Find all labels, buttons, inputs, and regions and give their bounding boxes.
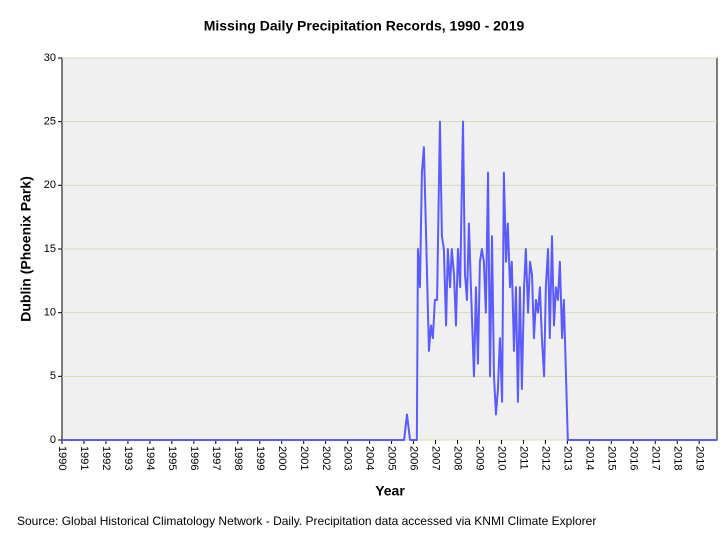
x-tick-label: 2003 (342, 446, 354, 470)
x-tick-label: 1996 (188, 446, 200, 470)
y-tick-label: 25 (44, 116, 56, 128)
x-tick-label: 1993 (122, 446, 134, 470)
x-tick-label: 1998 (232, 446, 244, 470)
x-tick-label: 2012 (539, 446, 551, 470)
x-axis-label: Year (375, 483, 405, 499)
data-line (62, 120, 717, 441)
y-tick-label: 15 (44, 243, 56, 255)
x-tick-label: 2002 (320, 446, 332, 470)
x-tick-label: 2000 (276, 446, 288, 470)
x-tick-label: 1999 (254, 446, 266, 470)
source-note: Source: Global Historical Climatology Ne… (17, 514, 596, 528)
x-tick-label: 2017 (649, 446, 661, 470)
y-axis-label: Dublin (Phoenix Park) (18, 176, 34, 321)
x-tick-label: 1992 (100, 446, 112, 470)
x-tick-label: 2009 (474, 446, 486, 470)
x-tick-label: 2013 (561, 446, 573, 470)
chart-title: Missing Daily Precipitation Records, 199… (204, 18, 525, 34)
x-tick-label: 1997 (210, 446, 222, 470)
x-tick-label: 2010 (496, 446, 508, 470)
x-tick-label: 2015 (605, 446, 617, 470)
x-tick-label: 1991 (78, 446, 90, 470)
x-tick-label: 1990 (56, 446, 68, 470)
y-tick-label: 10 (44, 307, 56, 319)
x-tick-label: 2005 (386, 446, 398, 470)
x-tick-label: 2008 (452, 446, 464, 470)
x-tick-label: 2018 (671, 446, 683, 470)
x-tick-label: 2001 (298, 446, 310, 470)
x-tick-label: 2019 (693, 446, 705, 470)
x-tick-label: 2011 (518, 446, 530, 470)
y-tick-label: 30 (44, 52, 56, 64)
y-tick-label: 20 (44, 179, 56, 191)
y-tick-label: 5 (50, 370, 56, 382)
x-tick-label: 2016 (627, 446, 639, 470)
x-tick-label: 2004 (364, 446, 376, 470)
x-tick-label: 2007 (430, 446, 442, 470)
x-tick-label: 1995 (166, 446, 178, 470)
x-tick-label: 1994 (144, 446, 156, 470)
x-tick-label: 2006 (408, 446, 420, 470)
x-tick-label: 2014 (583, 446, 595, 470)
y-tick-label: 0 (50, 434, 56, 446)
